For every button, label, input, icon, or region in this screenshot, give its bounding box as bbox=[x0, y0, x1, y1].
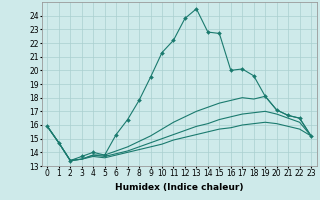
X-axis label: Humidex (Indice chaleur): Humidex (Indice chaleur) bbox=[115, 183, 244, 192]
